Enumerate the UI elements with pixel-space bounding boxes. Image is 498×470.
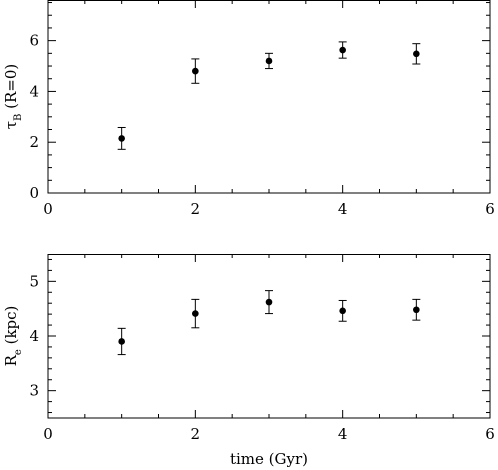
data-point (118, 338, 125, 345)
panel-2: 0 2 4 6 3 4 5 Re (kpc) time (Gyr) (2, 254, 495, 468)
y-axis-label: Re (kpc) (2, 306, 24, 367)
data-point (413, 306, 420, 314)
data-point (192, 310, 199, 317)
x-tick-label: 6 (485, 425, 495, 443)
data-point (192, 67, 199, 75)
data-point (339, 46, 346, 54)
x-tick-label: 0 (43, 200, 53, 218)
x-tick-label: 0 (43, 425, 53, 443)
y-tick-label: 6 (29, 32, 39, 50)
x-tick-label: 4 (338, 200, 348, 218)
x-tick-label: 6 (485, 200, 495, 218)
y-tick-label: 2 (29, 133, 39, 151)
panel-1: 0 2 4 6 0 2 4 6 τB (R=0) (2, 0, 495, 218)
y-tick-label: 4 (29, 82, 39, 100)
plot-frame (47, 254, 491, 419)
x-tick-label: 4 (338, 425, 348, 443)
data-point (339, 307, 346, 315)
y-axis-label: τB (R=0) (2, 64, 24, 130)
y-axis-label-sub: B (13, 114, 24, 121)
y-axis-label-main: R (2, 354, 20, 366)
data-point (265, 57, 273, 65)
data-point (118, 135, 125, 142)
y-axis-label-suffix: (R=0) (2, 64, 20, 114)
y-axis-label-main: τ (2, 121, 20, 129)
data-point (265, 298, 273, 306)
y-tick-label: 4 (29, 327, 39, 345)
y-axis-label-suffix: (kpc) (2, 306, 20, 350)
y-tick-label: 0 (29, 184, 39, 202)
y-tick-label: 3 (29, 382, 39, 400)
y-axis-label-sub: e (13, 349, 24, 355)
x-tick-label: 2 (191, 425, 201, 443)
x-tick-label: 2 (191, 200, 201, 218)
x-axis-label: time (Gyr) (230, 450, 308, 468)
plot-frame (47, 0, 491, 194)
y-tick-label: 5 (29, 272, 39, 290)
data-point (413, 50, 420, 58)
